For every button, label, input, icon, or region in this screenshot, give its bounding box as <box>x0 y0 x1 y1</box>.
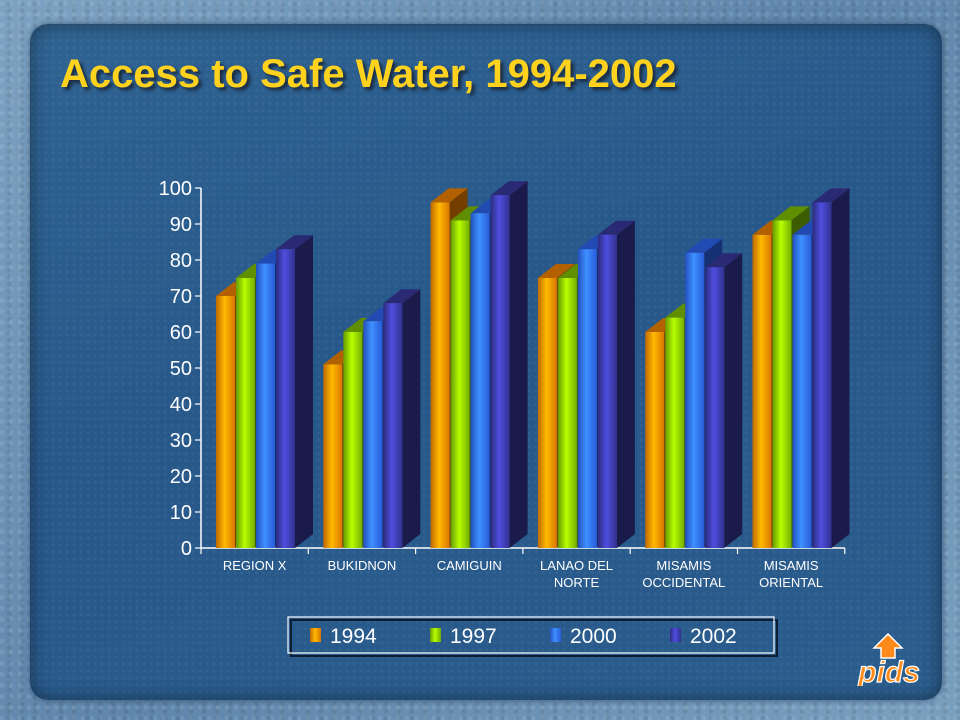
y-tick-label: 60 <box>170 322 192 344</box>
legend-label: 1997 <box>450 625 497 648</box>
bar <box>752 234 772 549</box>
bar-top <box>772 206 810 221</box>
y-tick-label: 100 <box>159 178 192 200</box>
bar <box>705 267 725 548</box>
legend-swatch <box>310 628 321 642</box>
bar-side <box>295 235 313 548</box>
bar <box>343 332 363 548</box>
bar <box>323 364 343 548</box>
bar <box>792 234 812 549</box>
y-tick-label: 0 <box>181 538 192 560</box>
legend-box <box>287 616 775 654</box>
y-tick-label: 50 <box>170 358 192 380</box>
bar-top <box>276 235 313 250</box>
bar-top <box>812 188 850 203</box>
y-tick-label: 90 <box>170 214 192 236</box>
slide-title: Access to Safe Water, 1994-2002 <box>60 52 677 96</box>
y-tick-label: 10 <box>170 502 192 524</box>
legend-swatch <box>550 628 561 642</box>
svg-text:pids: pids <box>857 656 920 686</box>
category-label: OCCIDENTAL <box>642 575 725 590</box>
bar <box>276 249 295 548</box>
bar <box>450 220 470 548</box>
bar <box>256 263 275 548</box>
category-label: NORTE <box>554 575 600 590</box>
bar <box>490 195 510 548</box>
bar <box>363 321 383 548</box>
bar <box>772 220 792 548</box>
legend-shadow <box>290 619 778 657</box>
bar <box>383 303 403 548</box>
category-label: MISAMIS <box>764 558 819 573</box>
bar-side <box>724 253 743 548</box>
y-tick-label: 70 <box>170 286 192 308</box>
legend-swatch <box>670 628 681 642</box>
bar-top <box>490 181 528 196</box>
legend-label: 1994 <box>330 625 377 648</box>
y-tick-label: 30 <box>170 430 192 452</box>
y-tick-label: 40 <box>170 394 192 416</box>
bar-side <box>616 220 635 549</box>
bar <box>577 249 597 548</box>
category-label: MISAMIS <box>656 558 711 573</box>
bar-top <box>705 253 743 268</box>
bar-top <box>383 289 421 304</box>
legend-label: 2002 <box>690 625 737 648</box>
legend-swatch <box>430 628 441 642</box>
bar <box>665 317 685 548</box>
legend-label: 2000 <box>570 625 617 648</box>
category-label: CAMIGUIN <box>437 558 502 573</box>
bar-side <box>831 188 850 548</box>
bar <box>537 278 557 548</box>
bar-top <box>537 264 575 278</box>
category-label: BUKIDNON <box>328 558 397 573</box>
bar-side <box>402 289 421 548</box>
bar-side <box>509 181 528 548</box>
bar <box>430 202 450 548</box>
category-label: REGION X <box>223 558 287 573</box>
bar <box>597 234 617 549</box>
bar <box>236 278 255 548</box>
y-tick-label: 20 <box>170 466 192 488</box>
bar <box>470 213 490 548</box>
bar <box>685 252 705 549</box>
bar-top <box>685 238 723 253</box>
bar <box>557 278 577 548</box>
pids-logo: pids <box>857 632 920 686</box>
bar <box>216 296 235 548</box>
category-label: ORIENTAL <box>759 575 823 590</box>
bar <box>812 202 832 548</box>
y-tick-label: 80 <box>170 250 192 272</box>
bar <box>645 332 665 548</box>
category-label: LANAO DEL <box>540 558 613 573</box>
bar-top <box>430 188 468 203</box>
bar-top <box>597 220 635 235</box>
